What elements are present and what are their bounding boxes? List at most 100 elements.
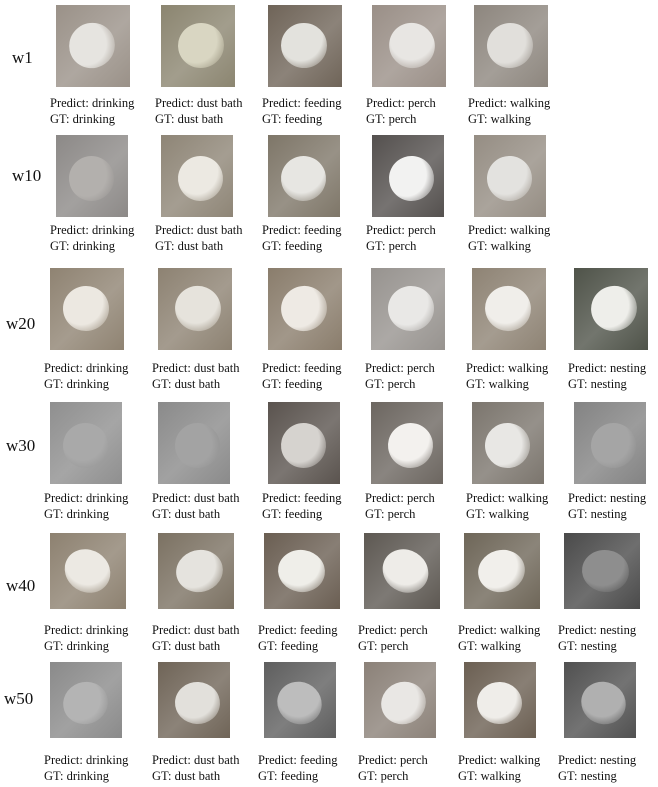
predict-label: Predict: nesting [568,491,647,505]
chicken-photo [371,268,445,350]
ground-truth-label: GT: walking [458,639,521,653]
row-label-w40: w40 [6,576,36,595]
row-label-w1: w1 [12,48,33,67]
ground-truth-label: GT: dust bath [155,112,224,126]
predict-label: Predict: perch [358,623,428,637]
predict-label: Predict: perch [365,361,435,375]
cell-caption: Predict: nesting GT: nesting [558,622,636,654]
row-label-w50: w50 [4,689,34,708]
cell-caption: Predict: dust bath GT: dust bath [155,95,243,127]
ground-truth-label: GT: feeding [262,239,323,253]
chicken-photo [372,135,444,217]
ground-truth-label: GT: perch [365,377,416,391]
predict-label: Predict: dust bath [152,753,240,767]
predict-label: Predict: feeding [262,491,342,505]
chicken-photo [564,533,640,609]
predict-label: Predict: nesting [558,623,637,637]
predict-label: Predict: feeding [258,623,338,637]
predict-label: Predict: dust bath [152,623,240,637]
cell-caption: Predict: drinking GT: drinking [44,622,128,654]
ground-truth-label: GT: nesting [568,377,627,391]
predict-label: Predict: walking [458,753,541,767]
predict-label: Predict: drinking [44,361,129,375]
cell-caption: Predict: drinking GT: drinking [44,360,128,392]
cell-caption: Predict: walking GT: walking [458,752,540,784]
chicken-photo [268,268,342,350]
ground-truth-label: GT: dust bath [152,507,221,521]
predict-label: Predict: feeding [262,223,342,237]
cell-caption: Predict: perch GT: perch [365,360,435,392]
ground-truth-label: GT: nesting [558,769,617,783]
predict-label: Predict: perch [358,753,428,767]
ground-truth-label: GT: nesting [558,639,617,653]
ground-truth-label: GT: drinking [44,377,109,391]
cell-caption: Predict: perch GT: perch [365,490,435,522]
chicken-photo [264,662,336,738]
ground-truth-label: GT: perch [366,239,417,253]
chicken-photo [574,268,648,350]
predict-label: Predict: walking [458,623,541,637]
chicken-photo [372,5,446,87]
predict-label: Predict: nesting [568,361,647,375]
ground-truth-label: GT: walking [466,377,529,391]
predict-label: Predict: drinking [44,491,129,505]
chicken-photo [574,402,646,484]
ground-truth-label: GT: drinking [50,112,115,126]
predict-label: Predict: dust bath [155,223,243,237]
ground-truth-label: GT: drinking [50,239,115,253]
predict-label: Predict: perch [366,223,436,237]
ground-truth-label: GT: drinking [44,639,109,653]
cell-caption: Predict: feeding GT: feeding [258,752,338,784]
cell-caption: Predict: perch GT: perch [358,752,428,784]
chicken-photo [50,662,122,738]
chicken-photo [161,5,235,87]
predict-label: Predict: drinking [50,223,135,237]
cell-caption: Predict: perch GT: perch [366,95,436,127]
ground-truth-label: GT: perch [358,769,409,783]
row-label-w20: w20 [6,314,36,333]
ground-truth-label: GT: dust bath [152,377,221,391]
predict-label: Predict: feeding [258,753,338,767]
chicken-photo [472,402,544,484]
cell-caption: Predict: dust bath GT: dust bath [152,752,240,784]
chicken-photo [50,268,124,350]
cell-caption: Predict: nesting GT: nesting [568,360,646,392]
predict-label: Predict: feeding [262,96,342,110]
ground-truth-label: GT: walking [468,239,531,253]
ground-truth-label: GT: perch [366,112,417,126]
chicken-photo [268,5,342,87]
chicken-photo [161,135,233,217]
ground-truth-label: GT: feeding [258,769,319,783]
ground-truth-label: GT: walking [458,769,521,783]
ground-truth-label: GT: dust bath [152,639,221,653]
ground-truth-label: GT: dust bath [155,239,224,253]
chicken-photo [472,268,546,350]
cell-caption: Predict: perch GT: perch [366,222,436,254]
predict-label: Predict: feeding [262,361,342,375]
predict-label: Predict: walking [468,96,551,110]
cell-caption: Predict: feeding GT: feeding [262,360,342,392]
chicken-photo [56,135,128,217]
cell-caption: Predict: dust bath GT: dust bath [152,490,240,522]
cell-caption: Predict: feeding GT: feeding [262,95,342,127]
row-label-w30: w30 [6,436,36,455]
cell-caption: Predict: walking GT: walking [468,95,550,127]
predict-label: Predict: walking [468,223,551,237]
cell-caption: Predict: dust bath GT: dust bath [152,622,240,654]
cell-caption: Predict: feeding GT: feeding [258,622,338,654]
ground-truth-label: GT: drinking [44,507,109,521]
chicken-photo [50,533,126,609]
ground-truth-label: GT: perch [365,507,416,521]
ground-truth-label: GT: feeding [262,112,323,126]
cell-caption: Predict: perch GT: perch [358,622,428,654]
ground-truth-label: GT: walking [466,507,529,521]
chicken-photo [564,662,636,738]
predict-label: Predict: perch [366,96,436,110]
cell-caption: Predict: dust bath GT: dust bath [155,222,243,254]
cell-caption: Predict: drinking GT: drinking [44,490,128,522]
cell-caption: Predict: walking GT: walking [466,490,548,522]
chicken-photo [364,662,436,738]
cell-caption: Predict: drinking GT: drinking [50,222,134,254]
ground-truth-label: GT: feeding [262,507,323,521]
ground-truth-label: GT: dust bath [152,769,221,783]
